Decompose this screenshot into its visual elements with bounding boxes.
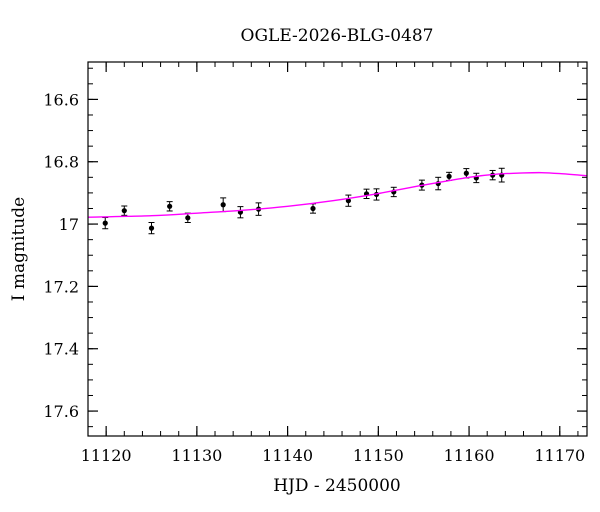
x-tick-label: 11120 [81,446,132,465]
data-point [148,225,155,231]
data-point [220,202,226,208]
plot-frame [87,61,588,437]
model-curve [88,171,587,218]
data-point [121,208,127,214]
y-tick-label: 17.6 [43,402,79,421]
y-tick-label: 17.2 [43,277,79,296]
y-axis-label: I magnitude [9,197,29,301]
data-point [310,205,316,212]
plot-area: 11120 11130 11140 11150 11160 11170 16.6 16.8 17… [43,62,587,465]
y-tick-label: 17.4 [43,340,79,359]
y-tick-label: 16.8 [43,153,79,172]
x-axis-label: HJD - 2450000 [273,476,401,496]
data-point [102,220,108,226]
y-tick-label: 16.6 [43,90,79,109]
data-point [463,170,469,176]
y-tick-label: 17 [59,215,79,234]
chart-title: OGLE-2026-BLG-0487 [241,26,434,46]
x-tick-label: 11140 [262,446,313,465]
data-point [446,173,452,179]
x-tick-label: 11170 [534,446,585,465]
data-point [345,198,351,204]
data-point [167,203,173,209]
x-tick-label: 11130 [171,446,222,465]
x-tick-label: 11150 [353,446,404,465]
data-point [185,215,191,221]
x-tick-label: 11160 [444,446,495,465]
